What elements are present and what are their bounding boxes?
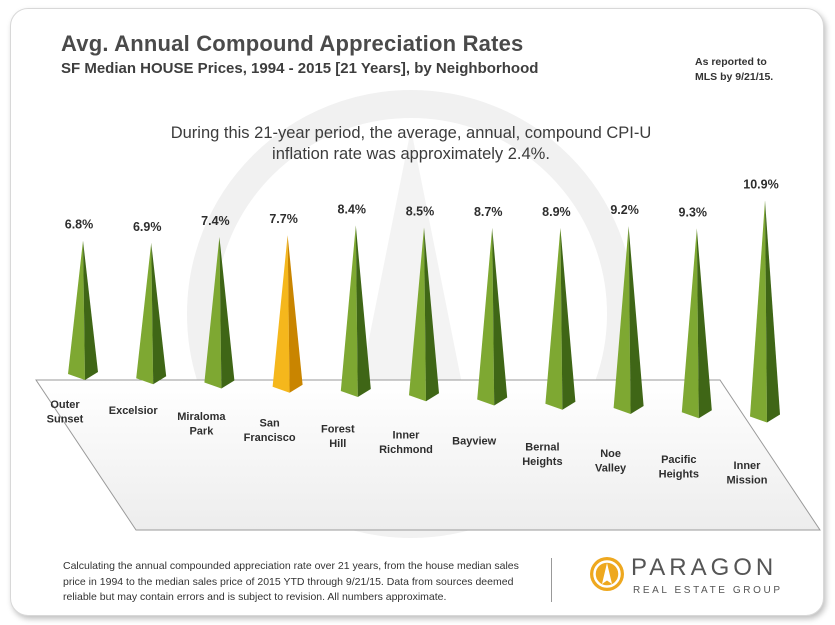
footer-divider xyxy=(551,558,552,602)
category-label: Valley xyxy=(595,462,627,474)
category-label: Excelsior xyxy=(109,405,159,417)
data-label: 7.7% xyxy=(269,212,298,226)
category-label: Heights xyxy=(659,468,699,480)
category-label: Noe xyxy=(600,448,621,460)
methodology-footnote: Calculating the annual compounded apprec… xyxy=(63,560,519,603)
cone-bar xyxy=(68,240,85,380)
data-label: 8.4% xyxy=(338,202,367,216)
chart-subtitle: SF Median HOUSE Prices, 1994 - 2015 [21 … xyxy=(61,60,539,77)
cone-bar-shade xyxy=(492,227,508,406)
data-label: 6.9% xyxy=(133,220,162,234)
cone-bar xyxy=(681,228,699,419)
report-date-note: As reported to MLS by 9/21/15. xyxy=(695,56,774,83)
category-label: Bernal xyxy=(525,442,559,454)
category-label: Park xyxy=(189,426,214,438)
category-label: Inner xyxy=(393,430,421,442)
cone-bar-shade xyxy=(628,226,644,414)
category-label: Bayview xyxy=(452,436,496,448)
cone-bar-shade xyxy=(151,242,167,385)
category-label: Outer xyxy=(50,399,80,411)
cone-bar xyxy=(204,237,222,389)
cone-bar xyxy=(409,227,426,402)
cone-bar-shade xyxy=(287,235,303,393)
category-label: Forest xyxy=(321,423,355,435)
data-label: 9.3% xyxy=(679,205,708,219)
category-label: Miraloma xyxy=(177,411,226,423)
category-label: Heights xyxy=(522,456,562,468)
category-label: Richmond xyxy=(379,444,433,456)
brand-name: PARAGON xyxy=(631,554,778,581)
brand-tagline: REAL ESTATE GROUP xyxy=(633,585,783,596)
category-label: Pacific xyxy=(661,454,696,466)
cone-bar-shade xyxy=(696,228,712,419)
data-label: 10.9% xyxy=(743,177,778,191)
chart-marks: 6.8% Outer Sunset 6.9% Excelsior 7.4% Miraloma… xyxy=(47,177,780,487)
paragon-logo-icon xyxy=(590,557,624,591)
data-label: 7.4% xyxy=(201,214,230,228)
cone-bar-shade xyxy=(560,227,576,410)
cone-bar xyxy=(272,235,290,393)
cone-bar xyxy=(545,227,563,410)
cone-bar xyxy=(477,227,495,406)
category-label: San xyxy=(260,417,280,429)
cone-bar xyxy=(136,242,154,385)
cone-bar xyxy=(340,225,358,397)
inflation-note: During this 21-year period, the average,… xyxy=(170,124,652,163)
cone-bar xyxy=(613,226,631,414)
data-label: 9.2% xyxy=(610,203,639,217)
chart-title: Avg. Annual Compound Appreciation Rates xyxy=(61,31,524,56)
cone-bar-shade xyxy=(424,227,439,402)
cone-bar-shade xyxy=(765,200,780,423)
data-label: 8.7% xyxy=(474,205,503,219)
cone-bar-shade xyxy=(219,237,235,389)
data-label: 8.5% xyxy=(406,205,435,219)
category-label: Mission xyxy=(727,475,768,487)
cone-bar-shade xyxy=(355,225,371,397)
category-label: Inner xyxy=(734,460,762,472)
category-label: Sunset xyxy=(47,414,84,426)
data-label: 8.9% xyxy=(542,205,571,219)
category-label: Francisco xyxy=(244,432,296,444)
data-label: 6.8% xyxy=(65,218,94,232)
cone-bar xyxy=(750,200,767,423)
category-label: Hill xyxy=(329,438,346,450)
cone-bar-shade xyxy=(83,240,98,380)
